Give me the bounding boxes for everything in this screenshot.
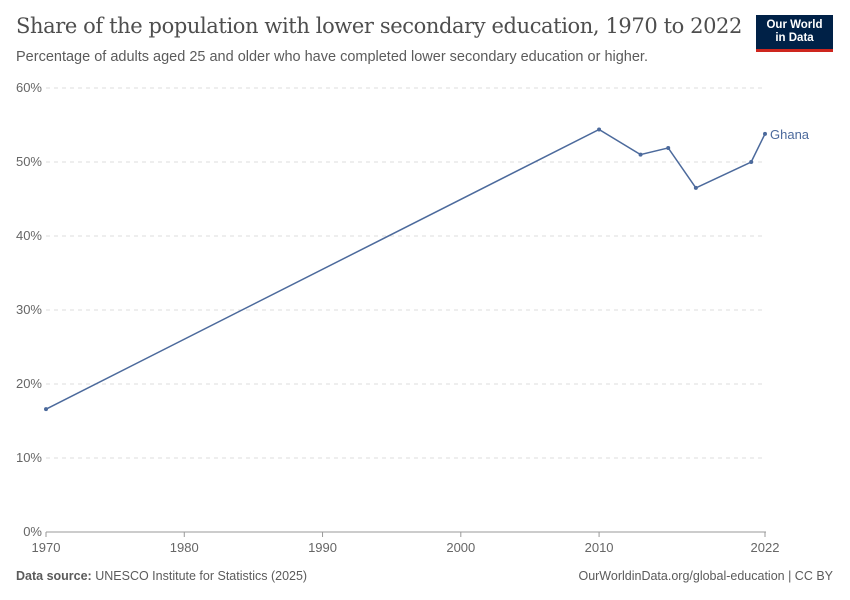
data-point	[749, 160, 754, 164]
data-point	[693, 185, 698, 190]
data-source: Data source: UNESCO Institute for Statis…	[16, 569, 308, 583]
data-point	[597, 127, 602, 132]
series-line-ghana	[45, 128, 766, 410]
footer-link[interactable]: OurWorldinData.org/global-education | CC…	[578, 569, 833, 583]
y-tick-label: 10%	[16, 450, 42, 465]
x-tick-label: 1970	[32, 540, 61, 555]
y-tick-label: 20%	[16, 376, 42, 391]
x-tick-label: 2000	[446, 540, 475, 555]
y-tick-label: 0%	[23, 524, 42, 539]
source-text: UNESCO Institute for Statistics (2025)	[95, 569, 308, 583]
y-tick-label: 50%	[16, 154, 42, 169]
series-label: Ghana	[770, 127, 810, 142]
x-tick-label: 1980	[170, 540, 199, 555]
y-tick-label: 30%	[16, 302, 42, 317]
data-point	[44, 407, 48, 412]
owid-logo[interactable]: Our World in Data	[756, 15, 833, 52]
x-tick-label: 2010	[585, 540, 614, 555]
x-tick-label: 2022	[751, 540, 780, 555]
data-point	[638, 152, 643, 157]
y-tick-label: 60%	[16, 80, 42, 95]
x-tick-label: 1990	[308, 540, 337, 555]
chart-subtitle: Percentage of adults aged 25 and older w…	[16, 49, 648, 65]
y-tick-label: 40%	[16, 228, 42, 243]
data-point	[666, 145, 671, 150]
data-point	[763, 131, 767, 136]
chart-title: Share of the population with lower secon…	[16, 14, 742, 38]
